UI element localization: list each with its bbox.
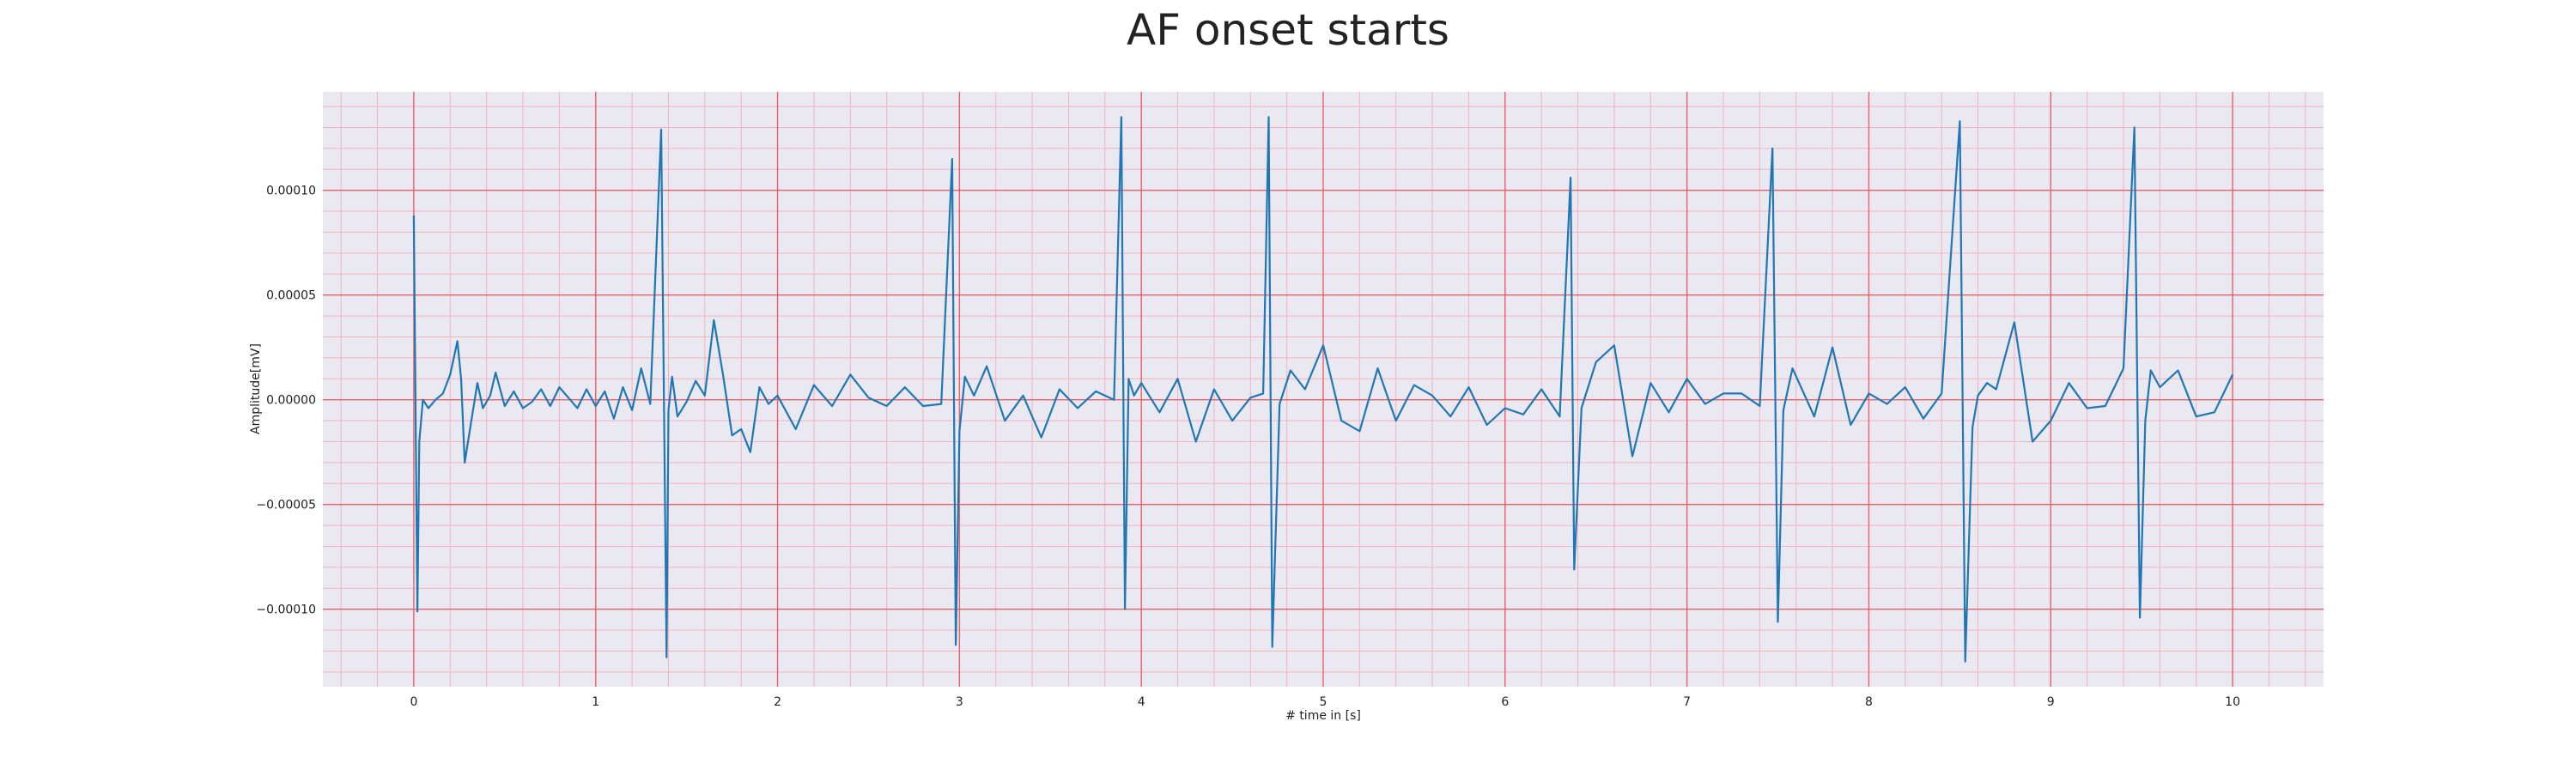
y-tick-label: 0.00010 [266,185,316,198]
x-axis-label: # time in [s] [1285,709,1361,723]
x-tick-label: 0 [410,695,417,709]
major-grid [323,92,2324,687]
y-tick-label: −0.00005 [256,499,316,512]
x-tick-label: 9 [2047,695,2055,709]
y-axis-ticks: −0.00010 −0.00005 0.00000 0.00005 0.00010 [256,185,316,617]
y-tick-label: 0.00005 [266,289,316,303]
x-tick-label: 3 [956,695,963,709]
chart-title: AF onset starts [1127,5,1449,55]
x-tick-label: 7 [1683,695,1691,709]
x-tick-label: 8 [1865,695,1873,709]
y-tick-label: 0.00000 [266,394,316,408]
x-tick-label: 2 [774,695,781,709]
x-tick-label: 5 [1320,695,1327,709]
x-tick-label: 1 [592,695,599,709]
x-axis-ticks: 0 1 2 3 4 5 6 7 8 9 10 [410,695,2240,709]
y-tick-label: −0.00010 [256,603,316,617]
x-tick-label: 6 [1501,695,1509,709]
y-axis-label: Amplitude[mV] [249,343,263,434]
ecg-series-line [412,116,2234,663]
x-tick-label: 10 [2225,695,2240,709]
x-tick-label: 4 [1138,695,1145,709]
